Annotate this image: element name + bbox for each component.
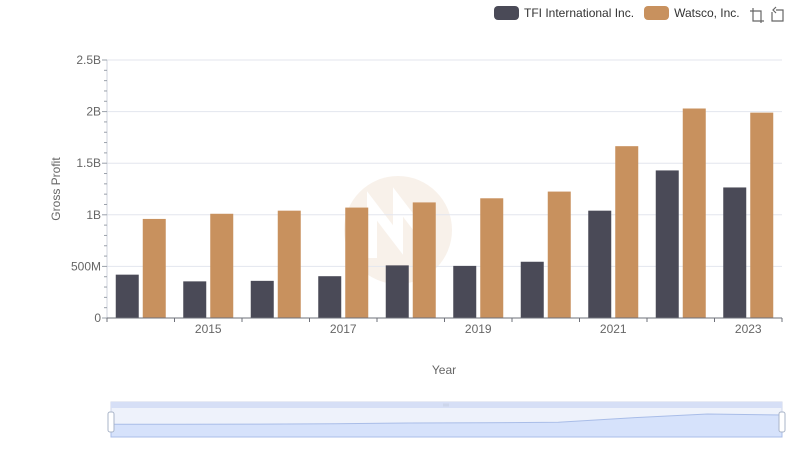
legend-label-tfi: TFI International Inc.: [524, 6, 635, 20]
data-zoom-handle-left[interactable]: [107, 411, 115, 433]
y-tick-label: 2.5B: [76, 53, 101, 67]
bar-tfi-2014[interactable]: [115, 274, 139, 318]
x-axis: 2015 2017 2019 2021 2023: [106, 317, 783, 336]
bar-tfi-2020[interactable]: [520, 261, 544, 318]
y-tick-label: 1B: [86, 208, 101, 222]
x-tick-label: 2023: [735, 322, 762, 336]
x-tick-label: 2019: [465, 322, 492, 336]
y-axis: 0 500M 1B 1.5B 2B 2.5B: [71, 53, 108, 325]
bar-watsco-2021[interactable]: [615, 146, 639, 318]
legend-swatch-tfi: [494, 6, 519, 20]
restore-icon[interactable]: [768, 6, 786, 24]
bar-watsco-2023[interactable]: [750, 112, 774, 319]
bar-watsco-2020[interactable]: [547, 191, 571, 318]
bar-watsco-2014[interactable]: [142, 218, 166, 318]
bar-watsco-2022[interactable]: [682, 108, 706, 318]
y-axis-label: Gross Profit: [49, 157, 63, 221]
bar-watsco-2015[interactable]: [210, 213, 234, 318]
data-zoom-slider[interactable]: [107, 401, 786, 438]
bar-tfi-2022[interactable]: [655, 170, 679, 318]
data-zoom-grip[interactable]: [443, 403, 449, 407]
bar-watsco-2016[interactable]: [277, 210, 301, 318]
bar-tfi-2016[interactable]: [250, 280, 274, 318]
x-axis-label: Year: [432, 363, 456, 377]
y-tick-label: 500M: [71, 259, 101, 273]
bar-tfi-2017[interactable]: [318, 276, 342, 318]
y-tick-label: 2B: [86, 105, 101, 119]
bar-tfi-2023[interactable]: [723, 187, 747, 318]
bar-tfi-2019[interactable]: [453, 265, 477, 318]
legend-item-watsco[interactable]: Watsco, Inc.: [644, 6, 740, 20]
bar-tfi-2021[interactable]: [588, 210, 612, 318]
toolbox: [746, 6, 786, 24]
bar-tfi-2018[interactable]: [385, 265, 409, 318]
legend-label-watsco: Watsco, Inc.: [674, 6, 740, 20]
bar-tfi-2015[interactable]: [183, 281, 207, 318]
y-tick-label: 1.5B: [76, 156, 101, 170]
legend-swatch-watsco: [644, 6, 670, 20]
x-tick-label: 2021: [600, 322, 627, 336]
x-tick-label: 2015: [195, 322, 222, 336]
x-tick-label: 2017: [330, 322, 357, 336]
bar-watsco-2017[interactable]: [345, 207, 369, 318]
data-zoom-handle-right[interactable]: [778, 411, 786, 433]
data-zoom-icon[interactable]: [748, 6, 766, 24]
y-tick-label: 0: [94, 311, 101, 325]
bars: [115, 108, 774, 319]
legend: TFI International Inc. Watsco, Inc.: [494, 4, 750, 22]
legend-item-tfi[interactable]: TFI International Inc.: [494, 6, 634, 20]
bar-watsco-2018[interactable]: [412, 202, 436, 318]
bar-watsco-2019[interactable]: [480, 198, 504, 318]
